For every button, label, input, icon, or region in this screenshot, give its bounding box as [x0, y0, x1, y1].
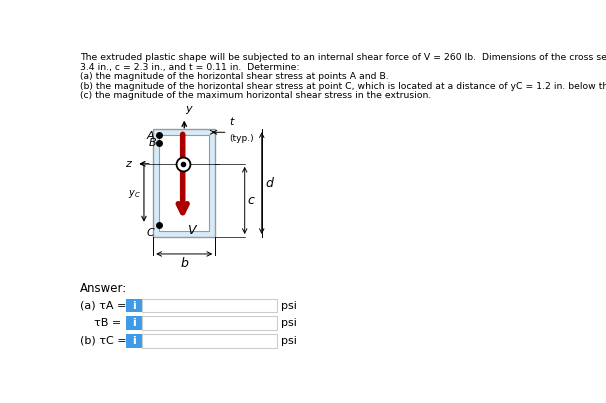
Bar: [142, 299, 278, 312]
Bar: [159, 135, 209, 231]
Text: (typ.): (typ.): [229, 134, 254, 143]
Text: (b) τC =: (b) τC =: [79, 336, 126, 346]
Text: (c) the magnitude of the maximum horizontal shear stress in the extrusion.: (c) the magnitude of the maximum horizon…: [79, 91, 431, 100]
Text: i: i: [132, 301, 136, 311]
Text: $C$: $C$: [145, 226, 155, 238]
Bar: [126, 316, 142, 330]
Text: psi: psi: [281, 318, 297, 328]
Text: $z$: $z$: [125, 159, 133, 169]
Text: $t$: $t$: [229, 115, 236, 127]
Text: i: i: [132, 336, 136, 346]
Bar: [142, 334, 278, 348]
Text: The extruded plastic shape will be subjected to an internal shear force of V = 2: The extruded plastic shape will be subje…: [79, 53, 606, 62]
Text: τB =: τB =: [79, 318, 121, 328]
Bar: [153, 129, 215, 237]
Text: $y$: $y$: [185, 104, 194, 116]
Text: $V$: $V$: [187, 224, 199, 237]
Text: $y_C$: $y_C$: [128, 188, 141, 200]
Text: psi: psi: [281, 336, 297, 346]
Text: $d$: $d$: [265, 176, 275, 190]
Bar: [126, 299, 142, 312]
Text: (a) the magnitude of the horizontal shear stress at points A and B.: (a) the magnitude of the horizontal shea…: [79, 72, 388, 81]
Text: $B$: $B$: [148, 136, 157, 148]
Text: (a) τA =: (a) τA =: [79, 301, 126, 311]
Bar: [126, 334, 142, 348]
Text: Answer:: Answer:: [81, 282, 128, 295]
Text: 3.4 in., c = 2.3 in., and t = 0.11 in.  Determine:: 3.4 in., c = 2.3 in., and t = 0.11 in. D…: [79, 62, 299, 72]
Bar: [142, 316, 278, 330]
Text: $A$: $A$: [146, 129, 156, 141]
Text: $b$: $b$: [179, 256, 189, 270]
Text: (b) the magnitude of the horizontal shear stress at point C, which is located at: (b) the magnitude of the horizontal shea…: [79, 82, 606, 91]
Text: $c$: $c$: [247, 194, 256, 207]
Text: psi: psi: [281, 301, 297, 311]
Text: i: i: [132, 318, 136, 328]
